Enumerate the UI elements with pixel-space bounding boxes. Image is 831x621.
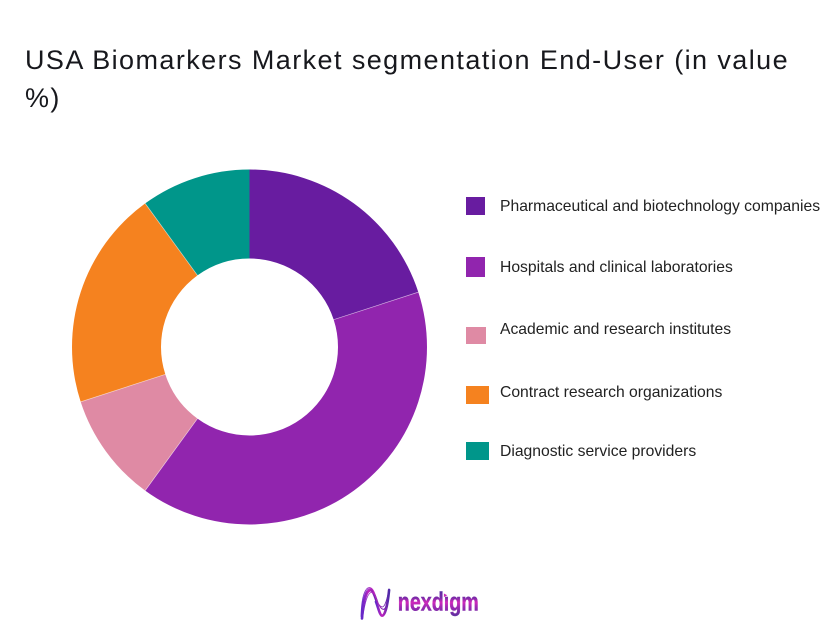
svg-text:nexdıgm: nexdıgm	[398, 587, 479, 617]
